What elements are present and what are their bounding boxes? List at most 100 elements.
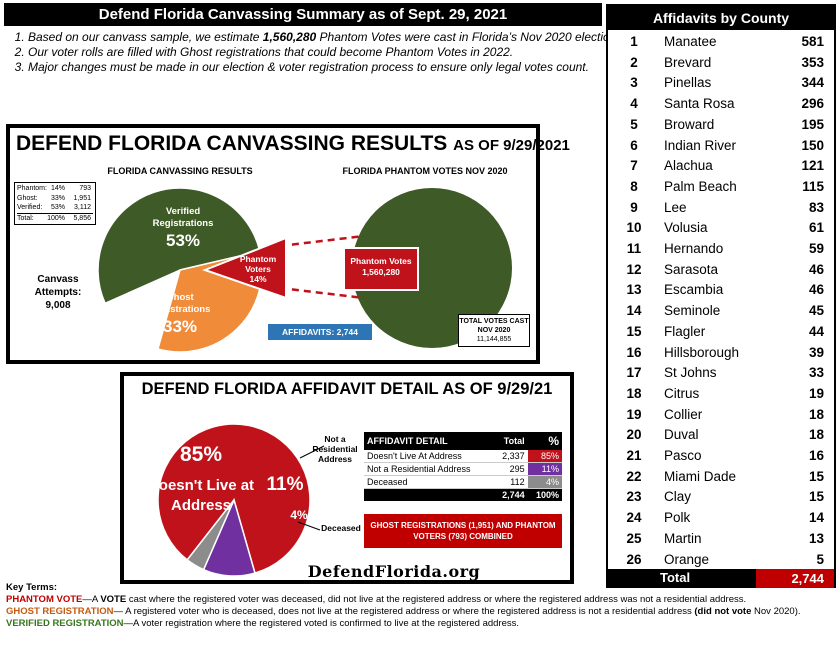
summary-pct: 33% [50,194,65,202]
county-count: 39 [808,344,824,360]
county-count: 44 [808,323,824,339]
county-rank: 6 [630,137,638,153]
website-label: DefendFlorida.org [307,562,481,581]
county-row: 19 Collier 18 [608,405,834,426]
county-rank: 11 [626,241,642,256]
county-rank: 10 [626,220,642,236]
county-count: 15 [808,489,824,505]
county-row: 7 Alachua 121 [608,156,834,177]
summary-notes: Based on our canvass sample, we estimate… [6,30,628,75]
county-row: 10 Volusia 61 [608,218,834,239]
detail-total-cell: 2,744 [493,488,528,501]
summary-pct: 100% [47,214,65,222]
county-count: 115 [802,178,824,194]
county-name: Indian River [664,137,737,153]
phantom-voters-wedge [202,236,287,300]
summary-label: Verified: [17,204,43,211]
county-name: Manatee [664,34,717,49]
verified-slice [97,187,261,305]
county-count: 353 [801,54,824,70]
county-name: Martin [664,530,702,546]
canvass-summary-table: Phantom: 14% 793 Ghost: 33% 1,951 Verified: 53%… [14,182,96,225]
county-name: Hernando [664,241,724,256]
deceased-leader [297,521,321,531]
canvassing-pies [97,187,512,353]
county-rank: 9 [630,199,638,215]
county-count: 83 [808,199,824,215]
county-total-row: Total 2,744 [608,569,834,588]
county-rank: 21 [626,448,642,463]
summary-row: Verified: 53% 3,112 [17,203,93,213]
county-row: 14 Seminole 45 [608,301,834,322]
detail-header-cell: % [527,432,562,450]
summary-count: 5,856 [73,214,91,222]
county-rank: 8 [630,178,638,194]
detail-pct: 11% [527,462,562,476]
county-header: Affidavits by County [608,6,834,30]
county-count: 18 [808,427,824,443]
county-rank: 12 [626,261,642,277]
county-name: Broward [664,116,715,132]
county-count: 195 [801,116,824,132]
summary-row: Phantom: 14% 793 [17,184,93,194]
total-votes-box: TOTAL VOTES CAST NOV 2020 11,144,855 [458,314,530,347]
county-total-value: 2,744 [756,569,834,588]
county-count: 121 [801,158,824,174]
county-name: Palm Beach [664,178,737,194]
county-row: 20 Duval 18 [608,425,834,446]
county-count: 15 [808,468,824,484]
key-terms-title: Key Terms: [6,582,58,593]
county-rank: 22 [626,468,642,484]
county-rank: 19 [626,406,642,422]
county-rank: 7 [630,158,638,174]
detail-header-cell: AFFIDAVIT DETAIL [364,432,494,450]
county-count: 5 [816,551,824,567]
county-row: 23 Clay 15 [608,487,834,508]
summary-pct: 14% [50,185,65,192]
county-row: 4 Santa Rosa 296 [608,94,834,115]
summary-label: Ghost: [17,194,38,202]
summary-label: Phantom: [17,185,47,192]
note-item: Our voter rolls are filled with Ghost re… [28,45,628,60]
detail-total: 112 [493,475,528,489]
affidavit-mid-pct: 11% [266,474,304,495]
detail-header-cell: Total [493,432,528,450]
county-name: Citrus [664,385,700,401]
county-row: 24 Polk 14 [608,508,834,529]
detail-total-cell [364,488,494,501]
detail-total-row: 2,744 100% [364,488,562,501]
county-count: 18 [808,406,824,422]
deceased-callout: Deceased [321,523,361,533]
county-row: 6 Indian River 150 [608,136,834,157]
detail-row: Doesn't Live At Address 2,337 85% [364,450,562,463]
county-row: 8 Palm Beach 115 [608,177,834,198]
county-name: Polk [664,510,691,526]
county-count: 46 [808,282,824,298]
county-count: 61 [808,220,824,236]
summary-count: 1,951 [73,194,91,202]
county-rank: 1 [630,34,638,49]
county-rank: 23 [626,489,642,505]
county-count: 296 [801,96,824,112]
canvass-attempts: Canvass Attempts: 9,008 [34,274,82,311]
summary-count: 793 [79,185,91,192]
note-item: Major changes must be made in our electi… [28,60,628,75]
county-name: Pinellas [664,75,712,91]
detail-row: Deceased 112 4% [364,475,562,489]
detail-label: Deceased [364,475,494,489]
county-count: 581 [801,34,824,49]
county-count: 150 [801,137,824,153]
affidavit-pie [157,423,325,577]
county-row: 17 St Johns 33 [608,363,834,384]
summary-row: Total: 100% 5,856 [17,212,93,224]
county-name: Flagler [664,323,706,339]
county-count: 13 [808,530,824,546]
county-row: 21 Pasco 16 [608,446,834,467]
county-rank: 4 [630,96,638,112]
county-count: 14 [808,510,824,526]
county-rank: 3 [630,75,638,91]
county-row: 9 Lee 83 [608,198,834,219]
phantom-votes-label: Phantom Votes 1,560,280 [350,256,412,277]
ghost-phantom-combined-banner: GHOST REGISTRATIONS (1,951) AND PHANTOM … [364,514,562,548]
county-name: Santa Rosa [664,96,735,112]
